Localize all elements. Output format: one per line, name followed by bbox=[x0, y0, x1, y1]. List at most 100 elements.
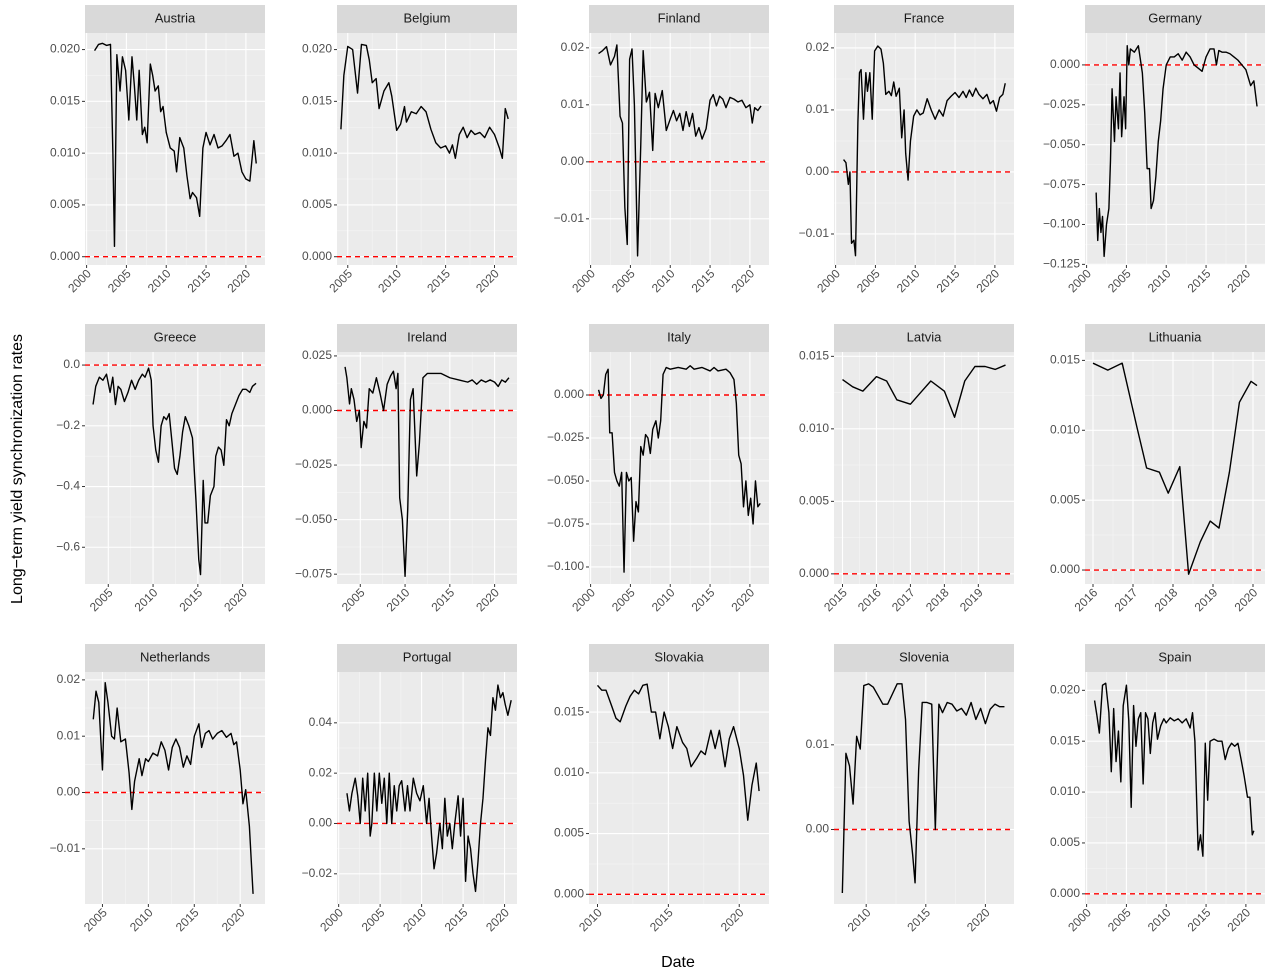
y-tick-label: 0.00 bbox=[806, 164, 830, 178]
data-line bbox=[1095, 45, 1258, 258]
y-tick-label: −0.025 bbox=[295, 457, 332, 471]
y-tick-label: −0.050 bbox=[295, 512, 332, 526]
panel-background bbox=[85, 672, 265, 904]
strip-title: Netherlands bbox=[140, 649, 211, 664]
y-tick-label: −0.2 bbox=[56, 418, 80, 432]
y-tick-label: 0.010 bbox=[1050, 784, 1080, 798]
y-tick-label: 0.015 bbox=[1050, 733, 1080, 747]
y-tick-label: 0.000 bbox=[302, 249, 332, 263]
y-tick-label: 0.01 bbox=[57, 728, 81, 742]
strip bbox=[337, 324, 517, 352]
y-tick-label: −0.100 bbox=[1043, 217, 1080, 231]
y-tick-label: 0.015 bbox=[554, 704, 584, 718]
y-tick-label: 0.020 bbox=[1050, 682, 1080, 696]
panel: Germany −0.125 −0.100 −0.075 −0.050 −0.025 0.0… bbox=[1043, 5, 1265, 295]
y-tick-label: 0.0 bbox=[63, 357, 80, 371]
data-line bbox=[597, 365, 761, 573]
data-line bbox=[598, 44, 762, 257]
y-tick-label: 0.005 bbox=[50, 197, 80, 211]
y-tick-label: 0.02 bbox=[309, 765, 333, 779]
y-tick-label: 0.00 bbox=[561, 154, 585, 168]
strip bbox=[337, 644, 517, 672]
y-tick-label: 0.015 bbox=[1050, 353, 1080, 367]
y-tick-label: 0.02 bbox=[57, 672, 81, 686]
y-tick-label: −0.025 bbox=[547, 430, 584, 444]
y-tick-label: −0.01 bbox=[799, 226, 830, 240]
y-tick-label: 0.00 bbox=[57, 785, 81, 799]
strip-title: Greece bbox=[154, 329, 197, 344]
data-line bbox=[843, 45, 1006, 257]
data-line bbox=[841, 683, 1005, 894]
y-tick-label: 0.00 bbox=[806, 822, 830, 836]
y-tick-label: 0.04 bbox=[309, 715, 333, 729]
y-tick-label: −0.075 bbox=[547, 516, 584, 530]
y-tick-label: −0.050 bbox=[547, 473, 584, 487]
strip bbox=[589, 5, 769, 33]
y-tick-label: 0.010 bbox=[302, 145, 332, 159]
strip bbox=[589, 644, 769, 672]
y-tick-label: 0.005 bbox=[302, 197, 332, 211]
strip-title: Austria bbox=[155, 10, 196, 25]
panel-background bbox=[1085, 33, 1265, 265]
y-tick-label: 0.020 bbox=[50, 42, 80, 56]
panel-background bbox=[1085, 352, 1265, 584]
y-tick-label: 0.010 bbox=[554, 765, 584, 779]
y-tick-label: 0.010 bbox=[1050, 422, 1080, 436]
y-tick-label: 0.025 bbox=[302, 348, 332, 362]
panel-background bbox=[834, 352, 1014, 584]
strip bbox=[1085, 644, 1265, 672]
panel-background bbox=[589, 33, 769, 265]
data-line bbox=[596, 683, 760, 821]
y-tick-label: 0.005 bbox=[1050, 835, 1080, 849]
y-tick-label: −0.050 bbox=[1043, 137, 1080, 151]
strip bbox=[834, 5, 1014, 33]
y-tick-label: 0.000 bbox=[554, 886, 584, 900]
y-tick-label: 0.005 bbox=[799, 494, 829, 508]
y-tick-label: 0.01 bbox=[806, 737, 830, 751]
y-tick-label: 0.010 bbox=[799, 421, 829, 435]
panel-background bbox=[337, 33, 517, 265]
y-tick-label: 0.005 bbox=[554, 826, 584, 840]
y-tick-label: 0.000 bbox=[799, 566, 829, 580]
data-line bbox=[346, 684, 512, 893]
data-line bbox=[1093, 682, 1255, 857]
strip-title: Spain bbox=[1158, 649, 1191, 664]
strip bbox=[85, 324, 265, 352]
y-tick-label: 0.000 bbox=[1050, 57, 1080, 71]
y-tick-label: −0.125 bbox=[1043, 257, 1080, 271]
y-tick-label: 0.01 bbox=[806, 102, 830, 116]
strip-title: Belgium bbox=[404, 10, 451, 25]
strip bbox=[589, 324, 769, 352]
y-tick-label: −0.02 bbox=[302, 866, 333, 880]
y-tick-label: −0.100 bbox=[547, 559, 584, 573]
y-tick-label: −0.075 bbox=[1043, 177, 1080, 191]
y-tick-label: −0.6 bbox=[56, 539, 80, 553]
y-tick-label: 0.020 bbox=[302, 42, 332, 56]
y-tick-label: 0.00 bbox=[309, 816, 333, 830]
strip bbox=[337, 5, 517, 33]
strip bbox=[834, 324, 1014, 352]
panel-background bbox=[589, 672, 769, 904]
y-tick-label: 0.000 bbox=[50, 249, 80, 263]
y-tick-label: 0.015 bbox=[799, 349, 829, 363]
panel-background bbox=[337, 352, 517, 584]
y-tick-label: 0.015 bbox=[50, 94, 80, 108]
y-tick-label: 0.000 bbox=[1050, 562, 1080, 576]
y-tick-label: −0.075 bbox=[295, 566, 332, 580]
data-line bbox=[1092, 362, 1258, 575]
strip-title: Ireland bbox=[407, 329, 447, 344]
y-tick-label: −0.01 bbox=[554, 211, 585, 225]
panel-background bbox=[834, 33, 1014, 265]
data-line bbox=[92, 682, 254, 894]
strip-title: Slovenia bbox=[899, 649, 950, 664]
panel-background bbox=[85, 33, 265, 265]
